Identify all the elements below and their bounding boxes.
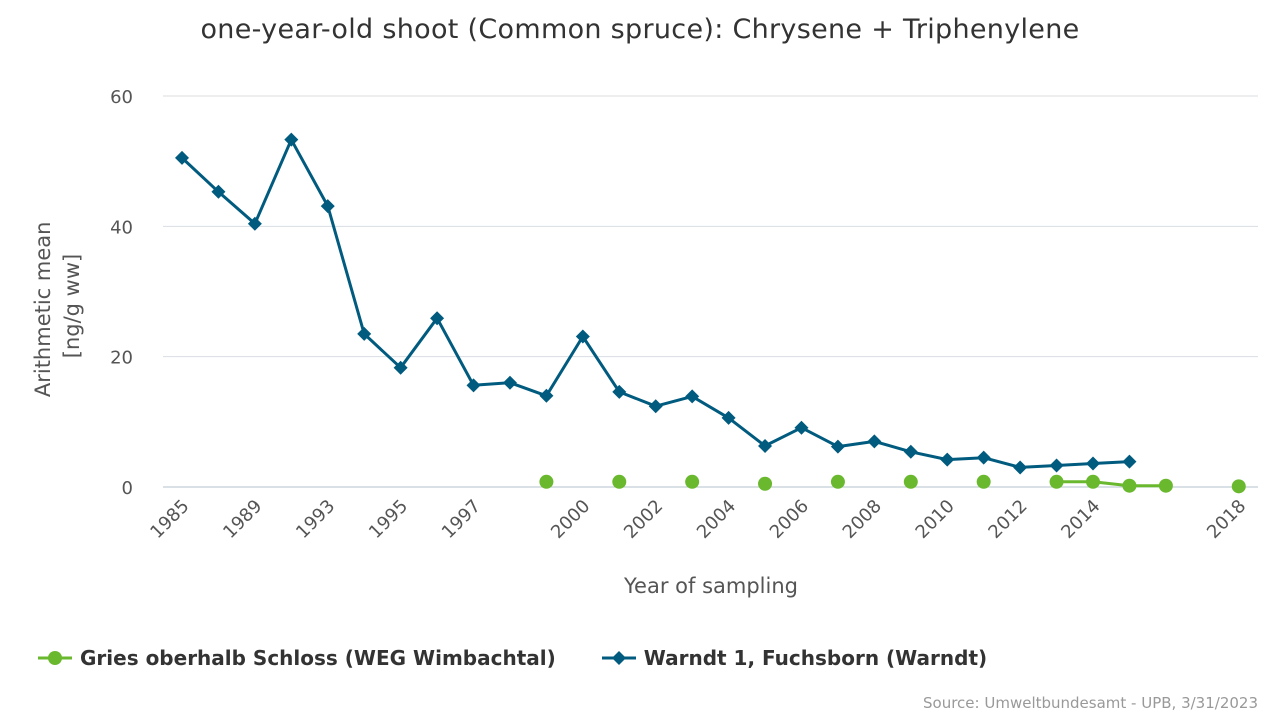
data-point-gries[interactable]	[830, 474, 845, 489]
legend-label-warndt: Warndt 1, Fuchsborn (Warndt)	[643, 646, 988, 670]
data-point-gries[interactable]	[539, 474, 554, 489]
data-point-warndt[interactable]	[320, 199, 335, 214]
series-line-warndt	[180, 138, 1130, 469]
x-tick-label: 1989	[219, 496, 266, 543]
data-point-warndt[interactable]	[393, 360, 408, 375]
data-point-warndt[interactable]	[976, 450, 991, 465]
y-tick-label: 20	[110, 348, 133, 369]
x-tick-label: 2000	[547, 496, 594, 543]
data-point-warndt[interactable]	[1013, 460, 1028, 475]
data-point-warndt[interactable]	[794, 420, 809, 435]
data-point-warndt[interactable]	[612, 384, 627, 399]
y-axis-title: Arithmetic mean [ng/g ww]	[31, 215, 84, 397]
grid-lines	[163, 95, 1258, 488]
data-point-gries[interactable]	[1231, 479, 1246, 494]
x-tick-label: 1995	[365, 496, 412, 543]
data-point-warndt[interactable]	[685, 389, 700, 404]
data-point-gries[interactable]	[1122, 478, 1137, 493]
data-point-gries[interactable]	[758, 476, 773, 491]
data-point-warndt[interactable]	[1122, 454, 1137, 469]
series-markers	[175, 132, 1246, 494]
legend-label-gries: Gries oberhalb Schloss (WEG Wimbachtal)	[80, 646, 556, 670]
legend-marker-circle-icon	[38, 651, 72, 665]
data-point-gries[interactable]	[903, 474, 918, 489]
data-point-warndt[interactable]	[175, 150, 189, 165]
data-point-warndt[interactable]	[940, 452, 955, 467]
data-point-gries[interactable]	[976, 474, 991, 489]
x-tick-label: 1985	[146, 496, 193, 543]
data-point-warndt[interactable]	[575, 329, 590, 344]
data-point-warndt[interactable]	[1086, 456, 1100, 471]
legend: Gries oberhalb Schloss (WEG Wimbachtal) …	[38, 646, 1033, 670]
series-lines	[180, 138, 1166, 488]
data-point-warndt[interactable]	[758, 438, 773, 453]
data-point-warndt[interactable]	[247, 216, 262, 231]
data-point-gries[interactable]	[612, 474, 627, 489]
data-point-warndt[interactable]	[648, 399, 663, 414]
x-tick-labels: 1985 1989 1993 1995 1997 2000 2002 2004 2006 2008…	[146, 496, 1250, 543]
y-tick-label: 40	[110, 217, 133, 238]
data-point-warndt[interactable]	[430, 311, 445, 326]
legend-marker-diamond-icon	[601, 651, 636, 665]
data-point-warndt[interactable]	[903, 444, 918, 459]
data-point-warndt[interactable]	[284, 132, 299, 147]
data-point-gries[interactable]	[685, 474, 700, 489]
data-point-gries[interactable]	[1158, 478, 1173, 493]
data-point-warndt[interactable]	[721, 410, 736, 425]
data-point-warndt[interactable]	[867, 434, 882, 449]
x-tick-label: 2004	[693, 496, 740, 543]
x-tick-label: 2002	[620, 496, 667, 543]
legend-item-gries[interactable]: Gries oberhalb Schloss (WEG Wimbachtal)	[38, 646, 556, 670]
x-tick-label: 2010	[912, 496, 959, 543]
chart-title: one-year-old shoot (Common spruce): Chry…	[200, 14, 1080, 45]
data-point-gries[interactable]	[1086, 474, 1100, 489]
data-point-warndt[interactable]	[466, 378, 481, 393]
x-tick-label: 1997	[438, 496, 485, 543]
legend-item-warndt[interactable]: Warndt 1, Fuchsborn (Warndt)	[601, 646, 988, 670]
y-tick-label: 0	[122, 478, 133, 499]
y-axis-title-line-1: Arithmetic mean	[31, 222, 55, 398]
source-credit: Source: Umweltbundesamt - UPB, 3/31/2023	[923, 694, 1258, 712]
data-point-warndt[interactable]	[1049, 458, 1064, 473]
y-axis-title-line-2: [ng/g ww]	[60, 254, 84, 358]
data-point-warndt[interactable]	[502, 375, 517, 390]
x-tick-label: 2018	[1203, 496, 1250, 543]
data-point-warndt[interactable]	[830, 439, 845, 454]
data-point-warndt[interactable]	[539, 388, 554, 403]
x-axis-title: Year of sampling	[623, 574, 798, 598]
x-tick-label: 2008	[839, 496, 886, 543]
x-tick-label: 2006	[766, 496, 813, 543]
series-line-gries	[1056, 480, 1166, 488]
x-tick-label: 1993	[292, 496, 339, 543]
y-tick-labels: 0 20 40 60	[110, 87, 133, 499]
data-point-gries[interactable]	[1049, 474, 1064, 489]
data-point-warndt[interactable]	[211, 184, 226, 199]
x-tick-label: 2012	[984, 496, 1031, 543]
y-tick-label: 60	[110, 87, 133, 108]
x-tick-label: 2014	[1057, 496, 1104, 543]
data-point-warndt[interactable]	[357, 326, 372, 341]
